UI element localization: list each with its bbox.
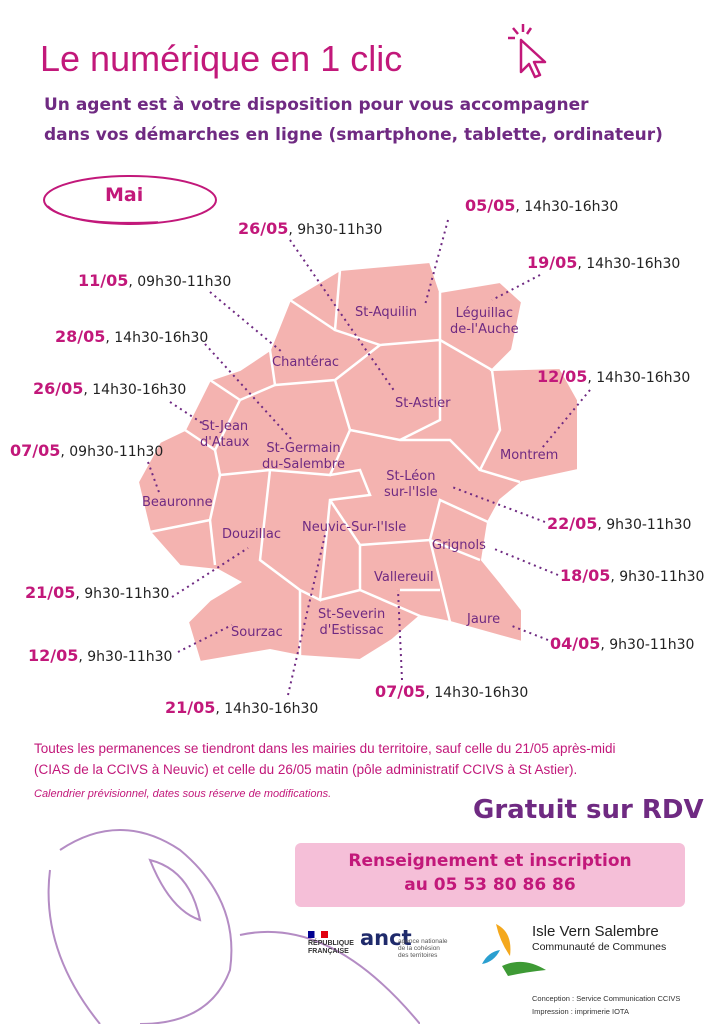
cursor-click-icon [508, 24, 547, 79]
commune-label: St-Germain du-Salembre [262, 441, 345, 472]
schedule-entry: 05/05, 14h30-16h30 [465, 196, 619, 215]
schedule-entry: 12/05, 9h30-11h30 [28, 646, 173, 665]
commune-label: Neuvic-Sur-l'Isle [302, 520, 407, 535]
commune-label: Vallereuil [374, 570, 434, 585]
schedule-entry: 28/05, 14h30-16h30 [55, 327, 209, 346]
commune-label: Grignols [432, 538, 486, 553]
schedule-entry: 26/05, 9h30-11h30 [238, 219, 383, 238]
commune-label: Jaure [467, 612, 501, 627]
schedule-entry: 18/05, 9h30-11h30 [560, 566, 705, 585]
commune-label: Douzillac [222, 527, 281, 542]
anct-logo: anct [360, 926, 412, 950]
schedule-entry: 22/05, 9h30-11h30 [547, 514, 692, 533]
ivs-logo-icon [482, 924, 546, 976]
commune-label: St-Severin d'Estissac [318, 607, 386, 638]
schedule-entry: 04/05, 9h30-11h30 [550, 634, 695, 653]
commune-label: St-Astier [395, 396, 451, 411]
leader-lines [147, 219, 591, 696]
disclaimer: Calendrier prévisionnel, dates sous rése… [34, 788, 332, 800]
month-label: Mai [105, 184, 144, 206]
note-line-1: Toutes les permanences se tiendront dans… [34, 741, 616, 756]
schedule-entry: 07/05, 14h30-16h30 [375, 682, 529, 701]
schedule-entry: 21/05, 14h30-16h30 [165, 698, 319, 717]
commune-label: St-Aquilin [355, 305, 417, 320]
contact-phone[interactable]: au 05 53 80 86 86 [404, 875, 576, 895]
month-ellipse [43, 175, 217, 225]
contact-box: Renseignement et inscription au 05 53 80… [295, 843, 685, 907]
schedule-entry: 07/05, 09h30-11h30 [10, 441, 164, 460]
schedule-entry: 21/05, 9h30-11h30 [25, 583, 170, 602]
subtitle-line-1: Un agent est à votre disposition pour vo… [44, 95, 589, 115]
schedule-entry: 12/05, 14h30-16h30 [537, 367, 691, 386]
schedule-entry: 11/05, 09h30-11h30 [78, 271, 232, 290]
contact-line-1: Renseignement et inscription [348, 851, 632, 871]
note-line-2: (CIAS de la CCIVS à Neuvic) et celle du … [34, 762, 578, 777]
commune-label: Chantérac [272, 355, 340, 370]
credit-conception: Conception : Service Communication CCIVS [532, 994, 681, 1003]
republique-francaise-logo: RÉPUBLIQUE FRANÇAISE [308, 931, 354, 956]
commune-label: Sourzac [231, 625, 283, 640]
commune-label: St-Jean d'Ataux [200, 419, 250, 450]
mouse-illustration [47, 829, 420, 1024]
subtitle-line-2: dans vos démarches en ligne (smartphone,… [44, 125, 663, 145]
anct-text: agence nationale de la cohésion des territ… [398, 938, 448, 959]
credit-impression: Impression : imprimerie IOTA [532, 1007, 629, 1016]
commune-label: Beauronne [142, 495, 213, 510]
commune-label: Léguillac de-l'Auche [450, 306, 519, 337]
ivs-subtitle: Communauté de Communes [532, 941, 667, 953]
commune-label: St-Léon sur-l'Isle [384, 469, 438, 500]
commune-label: Montrem [500, 448, 559, 463]
free-appointment-label: Gratuit sur RDV [473, 795, 704, 825]
ivs-name: Isle Vern Salembre [532, 923, 659, 940]
schedule-entry: 26/05, 14h30-16h30 [33, 379, 187, 398]
page-title: Le numérique en 1 clic [40, 38, 403, 79]
territory-map [136, 219, 591, 696]
schedule-entry: 19/05, 14h30-16h30 [527, 253, 681, 272]
